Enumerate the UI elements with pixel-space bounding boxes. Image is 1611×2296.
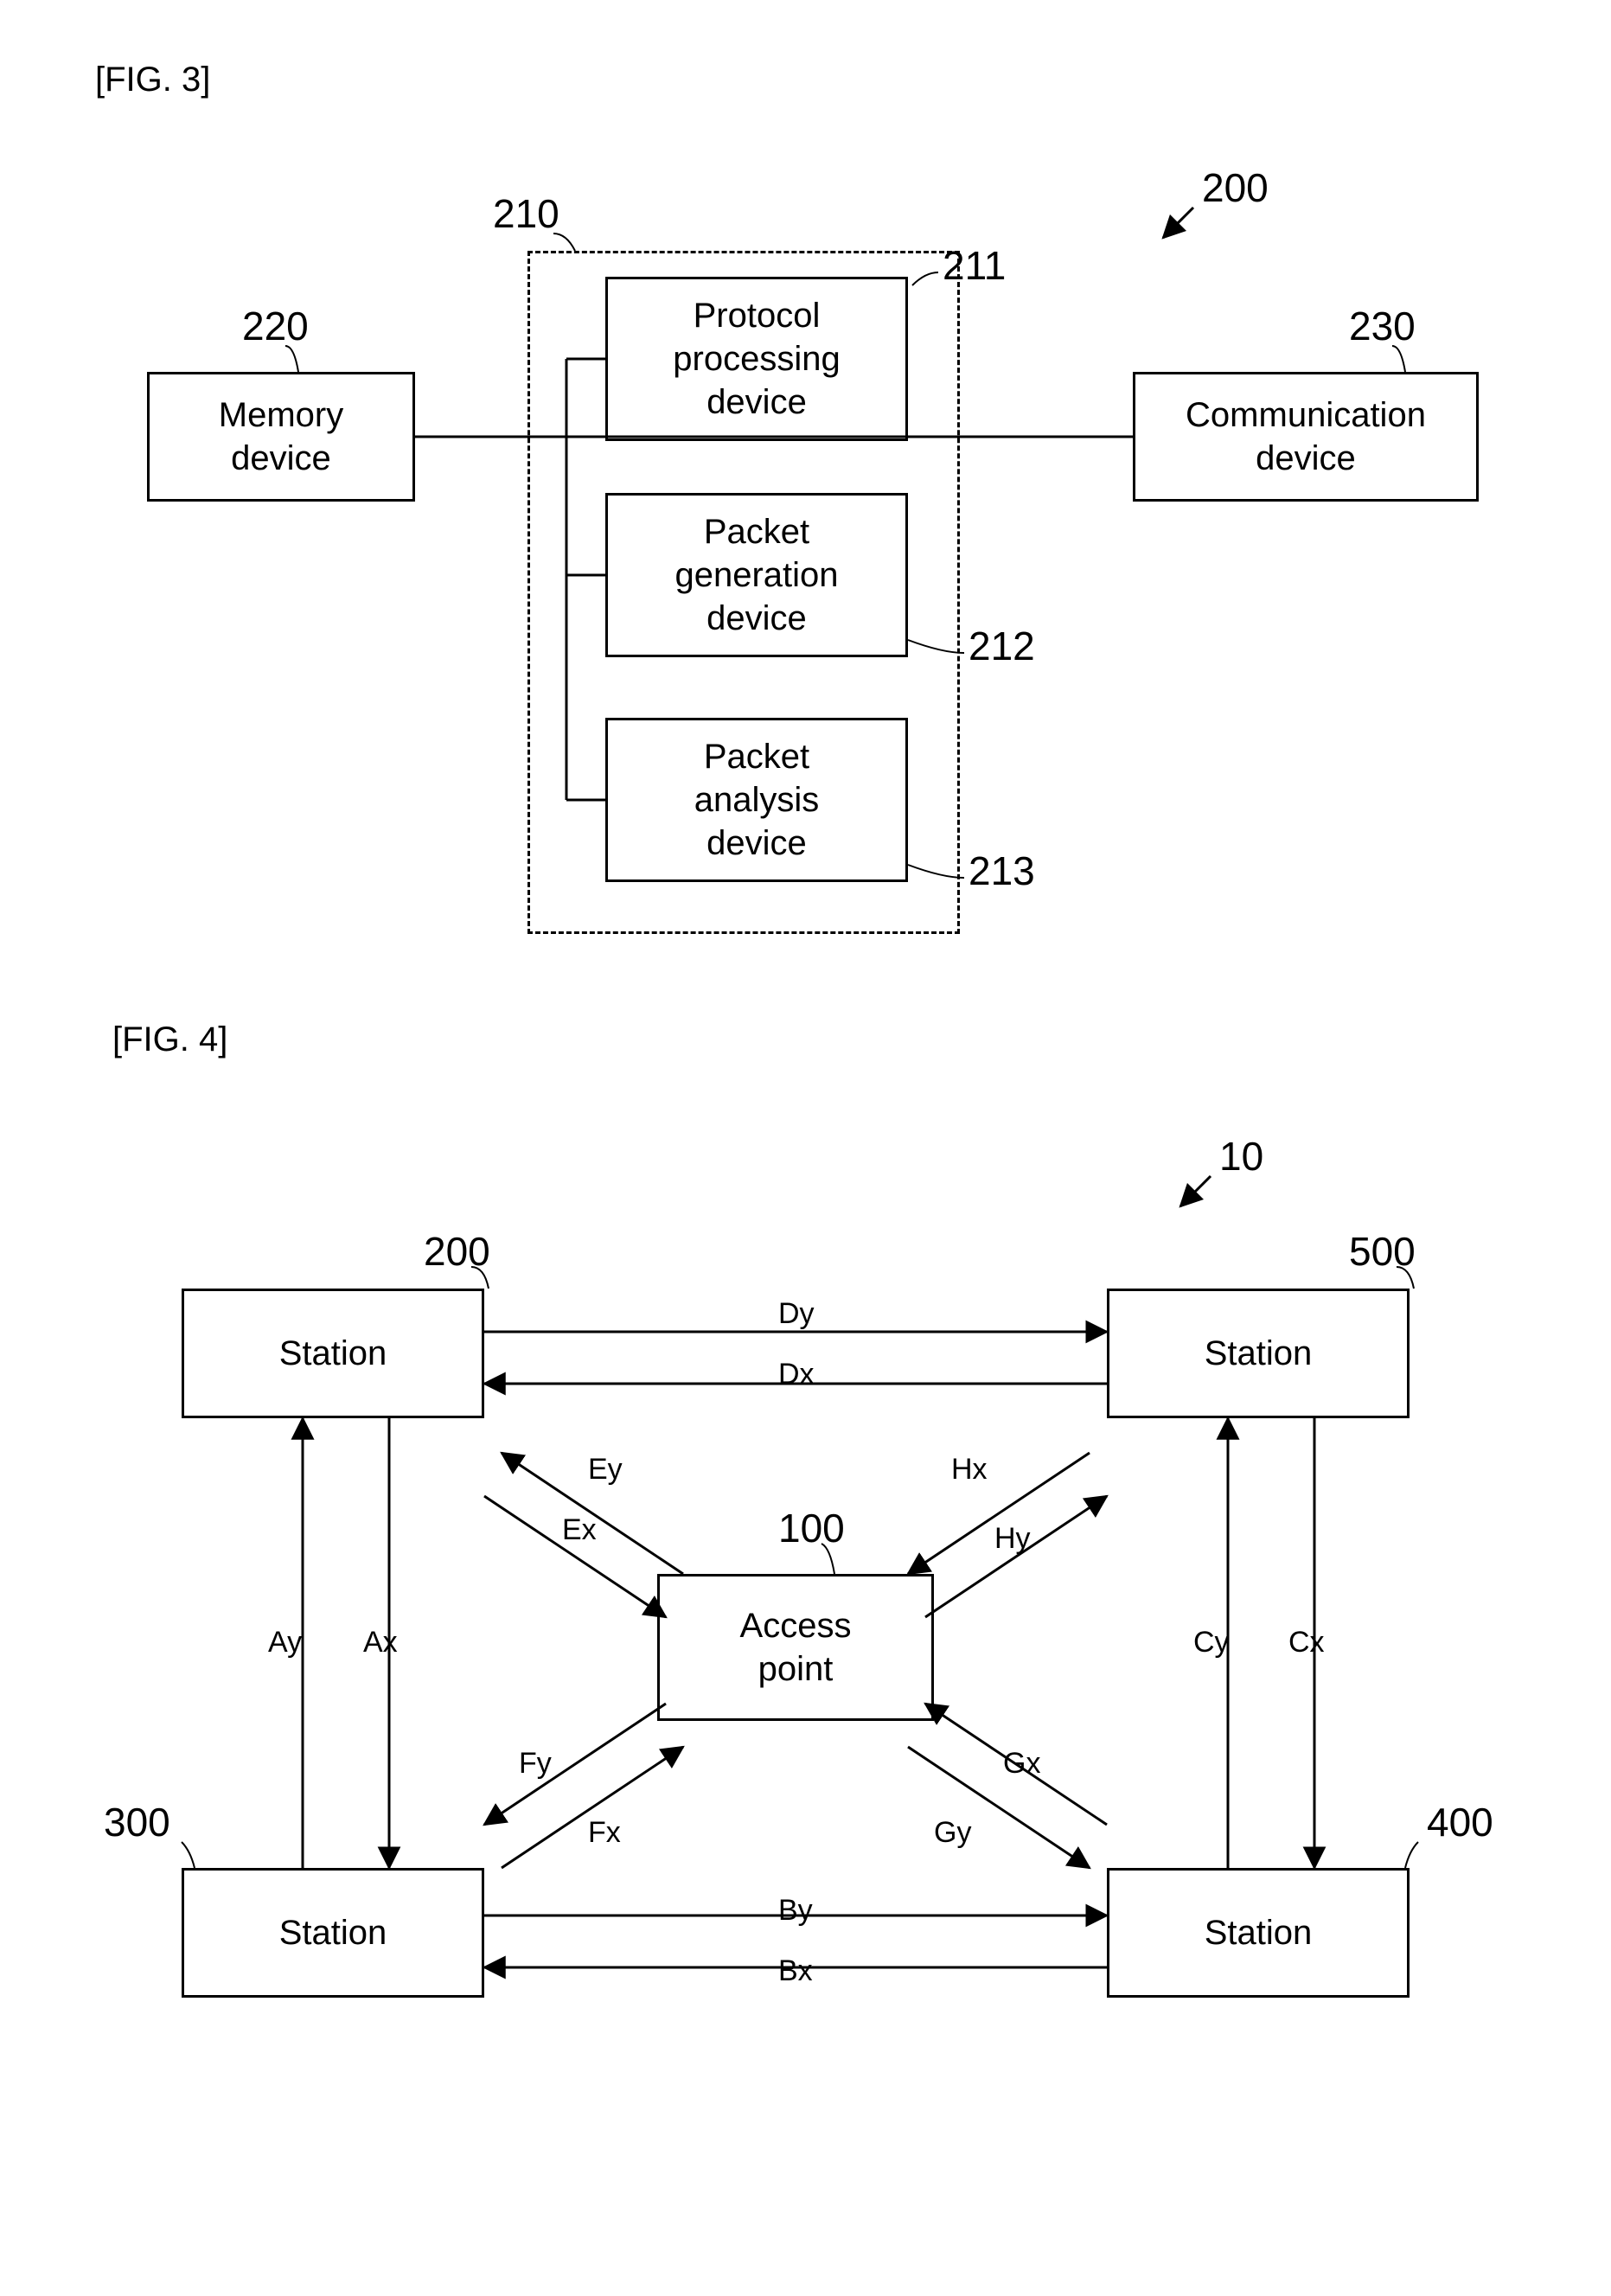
station-300-box: Station [182, 1868, 484, 1998]
edge-Fx: Fx [588, 1816, 621, 1850]
packet-gen-text: Packetgenerationdevice [674, 510, 838, 640]
fig3-label: [FIG. 3] [95, 61, 210, 99]
protocol-text: Protocolprocessingdevice [673, 294, 840, 424]
station-400-text: Station [1205, 1911, 1313, 1954]
edge-Bx: Bx [778, 1954, 813, 1988]
sta300-ref: 300 [104, 1799, 170, 1845]
edge-By: By [778, 1894, 813, 1928]
memory-device-text: Memorydevice [219, 393, 343, 480]
station-500-box: Station [1107, 1289, 1410, 1418]
ap-ref: 100 [778, 1505, 845, 1551]
access-point-text: Accesspoint [740, 1604, 852, 1691]
fig3-group-ref: 210 [493, 190, 559, 237]
edge-Ex: Ex [562, 1513, 597, 1547]
access-point-box: Accesspoint [657, 1574, 934, 1721]
station-500-text: Station [1205, 1332, 1313, 1375]
comm-box: Communicationdevice [1133, 372, 1479, 502]
sta400-ref: 400 [1427, 1799, 1493, 1845]
protocol-ref: 211 [943, 242, 1006, 289]
comm-ref: 230 [1349, 303, 1416, 349]
packet-ana-text: Packetanalysisdevice [694, 735, 820, 865]
edge-Hy: Hy [994, 1522, 1031, 1556]
edge-Hx: Hx [951, 1453, 988, 1487]
station-200-box: Station [182, 1289, 484, 1418]
protocol-box: Protocolprocessingdevice [605, 277, 908, 441]
fig4-label: [FIG. 4] [112, 1020, 227, 1059]
page: [FIG. 3] 200 210 220 Memorydevice 211 Pr… [0, 0, 1611, 2296]
edge-Ax: Ax [363, 1626, 398, 1660]
edge-Ey: Ey [588, 1453, 623, 1487]
comm-text: Communicationdevice [1186, 393, 1426, 480]
station-200-text: Station [279, 1332, 387, 1375]
memory-ref: 220 [242, 303, 309, 349]
edge-Dy: Dy [778, 1297, 815, 1331]
sta500-ref: 500 [1349, 1228, 1416, 1275]
packet-gen-box: Packetgenerationdevice [605, 493, 908, 657]
edge-Gx: Gx [1003, 1747, 1040, 1781]
fig3-system-ref: 200 [1202, 164, 1269, 211]
memory-device-box: Memorydevice [147, 372, 415, 502]
packet-gen-ref: 212 [969, 623, 1035, 669]
sta200-ref: 200 [424, 1228, 490, 1275]
edge-Cx: Cx [1288, 1626, 1325, 1660]
edge-Ay: Ay [268, 1626, 302, 1660]
edge-Dx: Dx [778, 1358, 815, 1391]
edge-Cy: Cy [1193, 1626, 1230, 1660]
fig4-system-ref: 10 [1219, 1133, 1263, 1180]
packet-ana-ref: 213 [969, 847, 1035, 894]
edge-Fy: Fy [519, 1747, 552, 1781]
station-400-box: Station [1107, 1868, 1410, 1998]
packet-ana-box: Packetanalysisdevice [605, 718, 908, 882]
station-300-text: Station [279, 1911, 387, 1954]
edge-Gy: Gy [934, 1816, 971, 1850]
